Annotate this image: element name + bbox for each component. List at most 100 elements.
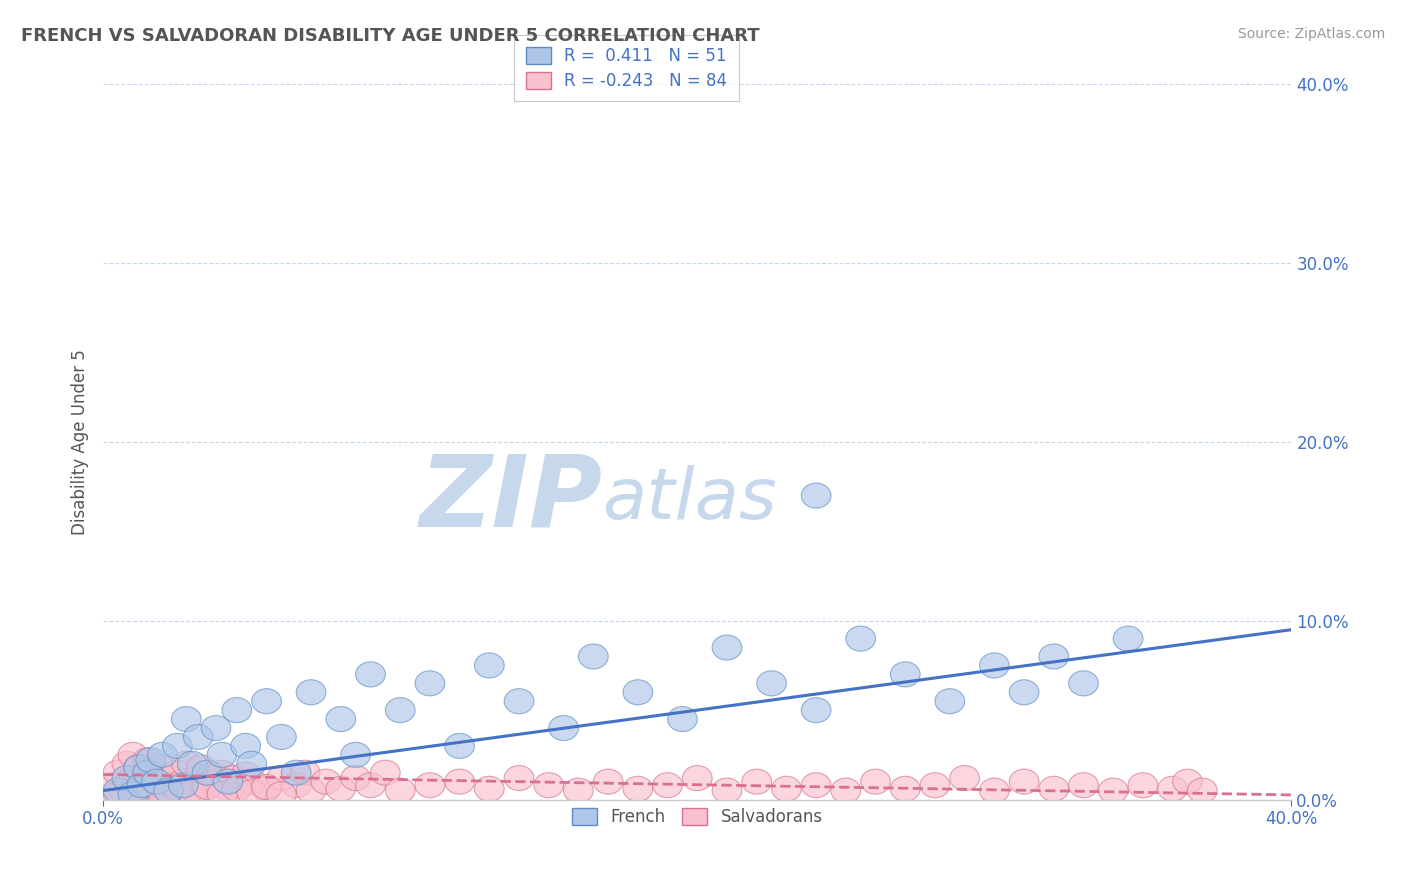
Ellipse shape [326, 776, 356, 801]
Ellipse shape [860, 769, 890, 794]
Ellipse shape [222, 698, 252, 723]
Ellipse shape [281, 772, 311, 797]
Ellipse shape [297, 680, 326, 705]
Ellipse shape [148, 778, 177, 803]
Ellipse shape [127, 765, 156, 790]
Ellipse shape [225, 772, 254, 797]
Ellipse shape [564, 778, 593, 803]
Ellipse shape [1098, 778, 1128, 803]
Ellipse shape [112, 765, 142, 790]
Ellipse shape [1069, 671, 1098, 696]
Ellipse shape [97, 772, 127, 797]
Ellipse shape [297, 778, 326, 803]
Ellipse shape [371, 760, 401, 785]
Ellipse shape [356, 772, 385, 797]
Ellipse shape [187, 755, 217, 780]
Ellipse shape [311, 769, 340, 794]
Ellipse shape [252, 689, 281, 714]
Ellipse shape [1010, 680, 1039, 705]
Ellipse shape [103, 781, 132, 806]
Ellipse shape [801, 483, 831, 508]
Ellipse shape [252, 776, 281, 801]
Ellipse shape [145, 755, 174, 780]
Ellipse shape [623, 776, 652, 801]
Ellipse shape [1173, 769, 1202, 794]
Ellipse shape [193, 760, 222, 785]
Ellipse shape [756, 671, 786, 696]
Text: FRENCH VS SALVADORAN DISABILITY AGE UNDER 5 CORRELATION CHART: FRENCH VS SALVADORAN DISABILITY AGE UNDE… [21, 27, 759, 45]
Ellipse shape [801, 772, 831, 797]
Ellipse shape [207, 742, 236, 767]
Ellipse shape [236, 751, 267, 776]
Ellipse shape [846, 626, 876, 651]
Ellipse shape [231, 762, 260, 787]
Ellipse shape [169, 769, 198, 794]
Ellipse shape [115, 769, 145, 794]
Ellipse shape [198, 762, 228, 787]
Ellipse shape [474, 653, 505, 678]
Ellipse shape [534, 772, 564, 797]
Ellipse shape [444, 769, 474, 794]
Ellipse shape [118, 778, 148, 803]
Text: atlas: atlas [602, 465, 778, 533]
Ellipse shape [1039, 776, 1069, 801]
Ellipse shape [290, 760, 321, 785]
Ellipse shape [505, 765, 534, 790]
Ellipse shape [132, 772, 163, 797]
Ellipse shape [980, 653, 1010, 678]
Ellipse shape [219, 765, 249, 790]
Ellipse shape [831, 778, 860, 803]
Ellipse shape [177, 776, 207, 801]
Ellipse shape [193, 774, 222, 799]
Ellipse shape [231, 733, 260, 758]
Ellipse shape [148, 742, 177, 767]
Ellipse shape [980, 778, 1010, 803]
Ellipse shape [1157, 776, 1188, 801]
Ellipse shape [163, 733, 193, 758]
Ellipse shape [1128, 772, 1157, 797]
Ellipse shape [118, 781, 148, 806]
Ellipse shape [1188, 778, 1218, 803]
Legend: French, Salvadorans: French, Salvadorans [564, 799, 831, 834]
Ellipse shape [1114, 626, 1143, 651]
Ellipse shape [444, 733, 474, 758]
Ellipse shape [183, 765, 214, 790]
Ellipse shape [281, 760, 311, 785]
Ellipse shape [356, 662, 385, 687]
Ellipse shape [326, 706, 356, 731]
Ellipse shape [340, 765, 371, 790]
Ellipse shape [236, 769, 267, 794]
Text: Source: ZipAtlas.com: Source: ZipAtlas.com [1237, 27, 1385, 41]
Ellipse shape [920, 772, 950, 797]
Ellipse shape [193, 772, 222, 797]
Ellipse shape [668, 706, 697, 731]
Ellipse shape [172, 706, 201, 731]
Ellipse shape [252, 774, 281, 799]
Ellipse shape [713, 635, 742, 660]
Ellipse shape [713, 778, 742, 803]
Ellipse shape [207, 760, 236, 785]
Ellipse shape [163, 776, 193, 801]
Ellipse shape [127, 772, 156, 797]
Ellipse shape [935, 689, 965, 714]
Ellipse shape [474, 776, 505, 801]
Ellipse shape [124, 755, 153, 780]
Ellipse shape [129, 772, 159, 797]
Ellipse shape [578, 644, 609, 669]
Ellipse shape [267, 724, 297, 749]
Ellipse shape [156, 772, 187, 797]
Ellipse shape [132, 760, 163, 785]
Ellipse shape [742, 769, 772, 794]
Ellipse shape [385, 778, 415, 803]
Ellipse shape [505, 689, 534, 714]
Ellipse shape [121, 781, 150, 806]
Ellipse shape [548, 715, 578, 740]
Ellipse shape [415, 671, 444, 696]
Ellipse shape [950, 765, 980, 790]
Ellipse shape [1010, 769, 1039, 794]
Ellipse shape [652, 772, 682, 797]
Ellipse shape [153, 778, 183, 803]
Ellipse shape [1039, 644, 1069, 669]
Ellipse shape [222, 776, 252, 801]
Ellipse shape [214, 769, 243, 794]
